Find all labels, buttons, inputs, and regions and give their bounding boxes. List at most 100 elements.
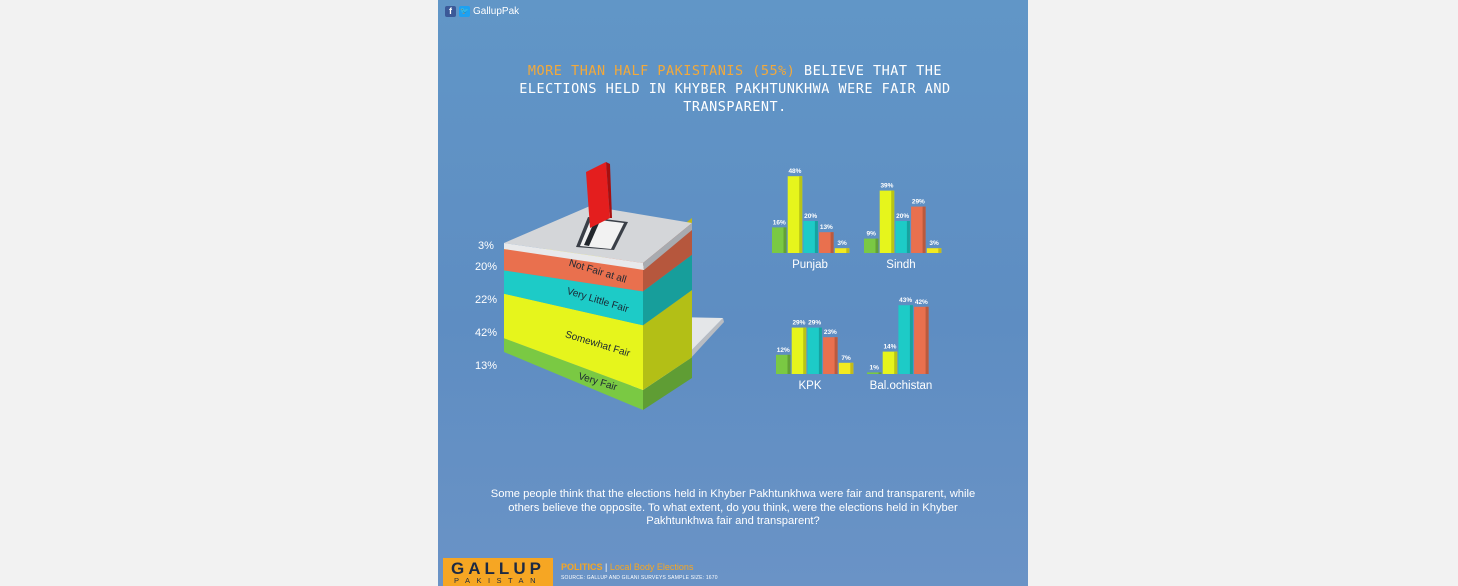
logo-subtitle: PAKISTAN: [454, 576, 542, 585]
region-bar-shade: [783, 227, 787, 253]
footer-topic: Local Body Elections: [609, 562, 694, 572]
region-bar-value: 13%: [820, 224, 833, 231]
region-bar-shade: [830, 232, 834, 253]
region-bar-shade: [818, 327, 822, 374]
ballot-box-lid: [504, 206, 692, 270]
region-bar: [911, 206, 926, 253]
region-bar-value: 29%: [912, 199, 925, 206]
box-layer-side: [643, 357, 692, 410]
region-bar-value: 9%: [867, 231, 877, 238]
region-bar: [791, 327, 807, 374]
regional-bar-charts: 16%48%20%13%3%Punjab9%39%20%29%3%Sindh12…: [772, 168, 942, 392]
region-bar-value: 42%: [915, 299, 928, 306]
headline-highlight: MORE THAN HALF PAKISTANIS (55%): [527, 63, 796, 79]
headline-line3: TRANSPARENT.: [683, 99, 787, 115]
region-chart: 1% 14% 43% 42% Bal.ochistan: [867, 297, 932, 392]
box-layer-side: [643, 290, 692, 390]
region-bar-shade: [875, 238, 879, 253]
region-bar-value: 1%: [870, 364, 880, 371]
footer: GALLUP PAKISTAN POLITICS | Local Body El…: [443, 558, 1023, 586]
region-bar-value: 39%: [880, 183, 893, 190]
region-bar-value: 7%: [841, 355, 851, 362]
region-bar-shade: [922, 206, 926, 253]
region-bar-value: 43%: [899, 297, 912, 304]
region-bar-shade: [891, 190, 895, 253]
social-handle[interactable]: GallupPak: [473, 6, 520, 17]
region-bar: [882, 351, 898, 374]
region-bar: [807, 327, 822, 374]
region-bar-value: 20%: [804, 213, 817, 220]
footer-category-label: POLITICS: [561, 562, 603, 572]
region-bar: [803, 221, 818, 253]
region-bar-value: 29%: [792, 320, 805, 327]
box-value-label: 22%: [475, 294, 497, 306]
region-bar-value: 20%: [896, 213, 909, 220]
region-bar-shade: [878, 372, 882, 374]
gallup-logo: GALLUP PAKISTAN: [443, 558, 553, 586]
region-bar-shade: [803, 327, 807, 374]
box-value-label: 42%: [475, 327, 497, 339]
ballot-box-values: 13% 42% 22% 20% 3%: [475, 240, 497, 372]
region-bar-shade: [894, 351, 898, 374]
logo-wordmark: GALLUP: [451, 559, 545, 578]
region-bar-value: 14%: [883, 344, 896, 351]
region-bar-shade: [834, 337, 838, 374]
region-bar: [926, 248, 942, 253]
region-title: KPK: [798, 380, 821, 392]
region-bar: [879, 190, 895, 253]
footer-separator: |: [605, 562, 608, 572]
region-bar-shade: [906, 221, 910, 253]
region-bar: [838, 362, 854, 374]
region-bar: [914, 306, 929, 374]
region-chart: 12%29% 29%23%7%KPK: [776, 320, 854, 392]
region-chart: 16% 48% 20%13% 3% Punjab: [772, 168, 850, 271]
region-bar-value: 23%: [824, 329, 837, 336]
box-layer-side: [643, 254, 692, 326]
region-bar-value: 16%: [773, 219, 786, 226]
ballot-paper: [586, 162, 612, 228]
region-bar: [867, 372, 882, 374]
box-layer-front: [504, 293, 643, 390]
box-value-label: 13%: [475, 360, 497, 372]
box-value-label: 3%: [478, 240, 494, 252]
region-bar-shade: [925, 306, 929, 374]
region-title: Bal.ochistan: [870, 380, 933, 392]
region-chart: 9% 39% 20%29% 3% Sindh: [864, 183, 942, 271]
region-bar-shade: [909, 305, 913, 374]
region-bar: [819, 232, 834, 253]
facebook-icon[interactable]: f: [445, 6, 456, 17]
region-bar: [823, 337, 838, 374]
region-bar-shade: [799, 176, 803, 253]
region-bar-shade: [850, 362, 854, 374]
region-bar-shade: [814, 221, 818, 253]
footer-source: SOURCE: GALLUP AND GILANI SURVEYS SAMPLE…: [561, 575, 718, 581]
box-layer-front: [504, 270, 643, 326]
region-bar-value: 48%: [788, 168, 801, 175]
social-bar: f 🐦 GallupPak: [445, 6, 519, 17]
headline-line2: ELECTIONS HELD IN KHYBER PAKHTUNKHWA WER…: [519, 81, 951, 97]
region-bar: [864, 238, 879, 253]
box-layer-front: [504, 338, 643, 410]
region-bar: [787, 176, 803, 253]
region-bar-shade: [938, 248, 942, 253]
region-bar: [776, 354, 791, 374]
region-title: Punjab: [792, 259, 828, 271]
region-bar-value: 29%: [808, 320, 821, 327]
region-bar-shade: [846, 248, 850, 253]
region-bar-value: 3%: [929, 240, 939, 247]
box-value-label: 20%: [475, 261, 497, 273]
twitter-icon[interactable]: 🐦: [459, 6, 470, 17]
region-title: Sindh: [886, 259, 915, 271]
region-bar: [895, 221, 910, 253]
region-bar-shade: [787, 354, 791, 374]
survey-question: Some people think that the elections hel…: [490, 488, 976, 527]
headline-line1: BELIEVE THAT THE: [795, 63, 943, 79]
region-bar: [898, 305, 913, 374]
region-bar: [834, 248, 850, 253]
infographic-poster: f 🐦 GallupPak MORE THAN HALF PAKISTANIS …: [438, 0, 1028, 586]
headline: MORE THAN HALF PAKISTANIS (55%) BELIEVE …: [498, 62, 972, 116]
footer-category: POLITICS | Local Body Elections: [561, 562, 693, 572]
region-bar-value: 12%: [777, 347, 790, 354]
region-bar-value: 3%: [837, 240, 847, 247]
